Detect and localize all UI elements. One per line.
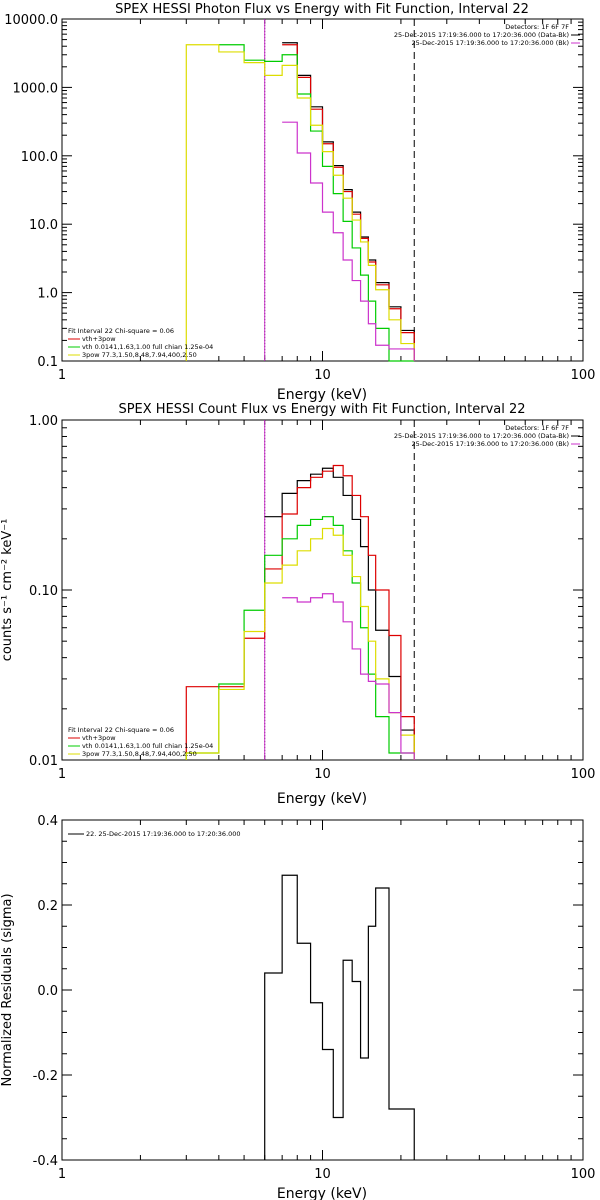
photon-xtick-label: 10	[314, 368, 331, 383]
photon-flux-title: SPEX HESSI Photon Flux vs Energy with Fi…	[115, 2, 529, 17]
count-header-line: 25-Dec-2015 17:19:36.000 to 17:20:36.000…	[412, 440, 570, 448]
residuals-ylabel: Normalized Residuals (sigma)	[0, 893, 15, 1086]
photon-header-line: Detectors: 1F 6F 7F	[505, 23, 569, 31]
residuals-xlabel: Energy (keV)	[277, 1186, 367, 1200]
count-flux-plot: 1 10 1000.010.101.00 Detectors: 1F 6F 7F25-…	[29, 414, 595, 782]
photon-legend-line: 3pow 77.3,1.50,8.48,7.94,400,2.50	[82, 351, 197, 359]
count-header-line: Detectors: 1F 6F 7F	[505, 424, 569, 432]
photon-legend-line: vth 0.0141,1.63,1.00 full chian 1.25e-04	[82, 343, 213, 351]
photon-legend-line: vth+3pow	[82, 335, 116, 343]
resid-legend-line: 22. 25-Dec-2015 17:19:36.000 to 17:20:36…	[86, 830, 241, 838]
photon-flux-plot: 1 10 100 0.1 1.0 10.0 100.0 1000.0 10000.0 Detect…	[4, 13, 595, 383]
resid-series-0	[264, 874, 415, 1160]
count-legend-line: vth+3pow	[82, 734, 116, 742]
count-flux-title: SPEX HESSI Count Flux vs Energy with Fit…	[118, 402, 525, 417]
count-series-2	[185, 516, 415, 760]
resid-xtick-label: 1	[58, 1167, 66, 1182]
count-flux-panel: SPEX HESSI Count Flux vs Energy with Fit…	[0, 402, 595, 807]
count-flux-ylabel: counts s⁻¹ cm⁻² keV⁻¹	[0, 519, 15, 662]
count-ytick-label: 0.01	[29, 754, 58, 769]
count-xtick-label: 10	[314, 767, 331, 782]
photon-header-line: 25-Dec-2015 17:19:36.000 to 17:20:36.000…	[394, 31, 569, 39]
resid-ytick-label: -0.2	[33, 1069, 58, 1084]
count-legend-line: Fit Interval 22 Chi-square = 0.06	[68, 726, 174, 734]
photon-ytick-label: 10.0	[29, 218, 58, 233]
resid-ytick-label: 0.4	[37, 814, 58, 829]
photon-series-1	[282, 44, 415, 361]
resid-xtick-label: 100	[571, 1167, 596, 1182]
count-series-1	[185, 464, 415, 760]
count-series-3	[185, 527, 415, 760]
photon-xtick-label: 1	[58, 368, 66, 383]
photon-series-4	[282, 121, 415, 361]
photon-ytick-label: 1.0	[37, 287, 58, 302]
photon-ytick-label: 0.1	[37, 355, 58, 370]
photon-series-3	[185, 44, 415, 361]
photon-ytick-label: 10000.0	[4, 13, 58, 28]
resid-ytick-label: -0.4	[33, 1154, 58, 1169]
count-legend-line: vth 0.0141,1.63,1.00 full chian 1.25e-04	[82, 742, 213, 750]
residuals-panel: 1 10 100 -0.4 -0.2 0.0 0.2 0.4 22. 25-Dec-2015 1…	[0, 814, 595, 1200]
count-ytick-label: 1.00	[29, 414, 58, 429]
count-ytick-label: 0.10	[29, 584, 58, 599]
photon-ytick-label: 1000.0	[13, 81, 59, 96]
photon-ytick-label: 100.0	[21, 150, 58, 165]
photon-xtick-label: 100	[571, 368, 596, 383]
photon-header-line: 25-Dec-2015 17:19:36.000 to 17:20:36.000…	[412, 39, 570, 47]
count-header-line: 25-Dec-2015 17:19:36.000 to 17:20:36.000…	[394, 432, 569, 440]
count-series-0	[264, 467, 415, 760]
resid-ytick-label: 0.2	[37, 899, 58, 914]
residuals-axes-box	[61, 819, 584, 1161]
count-flux-xlabel: Energy (keV)	[277, 791, 367, 807]
count-legend-line: 3pow 77.3,1.50,8.48,7.94,400,2.50	[82, 750, 197, 758]
count-xtick-label: 1	[58, 767, 66, 782]
resid-xtick-label: 10	[314, 1167, 331, 1182]
count-xtick-label: 100	[571, 767, 596, 782]
photon-series-2	[218, 44, 415, 362]
photon-series-0	[282, 42, 415, 361]
photon-legend-line: Fit Interval 22 Chi-square = 0.06	[68, 327, 174, 335]
photon-flux-panel: SPEX HESSI Photon Flux vs Energy with Fi…	[4, 2, 595, 403]
photon-flux-xlabel: Energy (keV)	[277, 387, 367, 403]
resid-ytick-label: 0.0	[37, 984, 58, 999]
count-series-4	[282, 593, 415, 760]
residuals-plot: 1 10 100 -0.4 -0.2 0.0 0.2 0.4 22. 25-Dec-2015 1…	[33, 814, 596, 1182]
